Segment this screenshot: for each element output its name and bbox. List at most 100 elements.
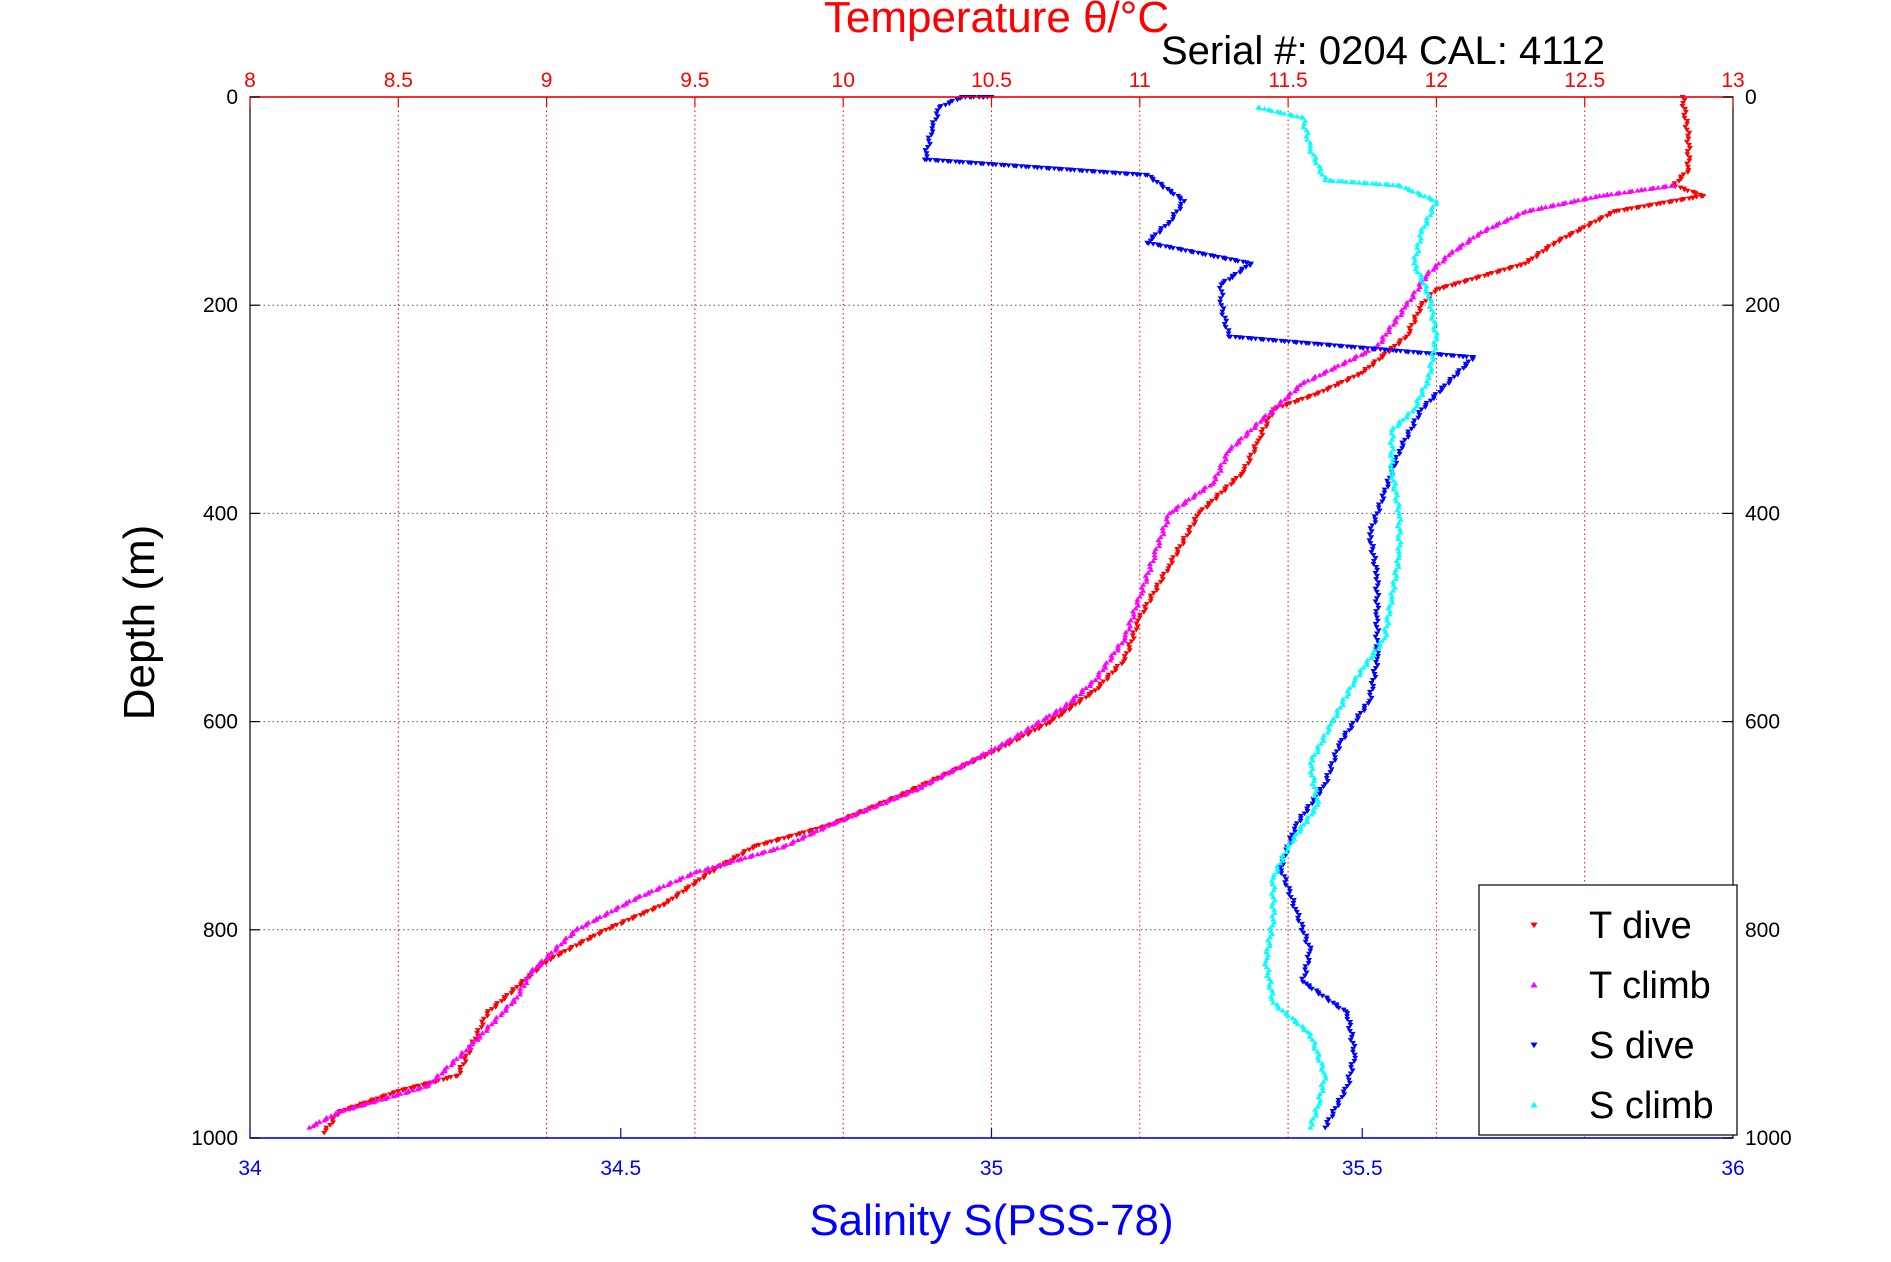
- series-trace-point: [390, 1093, 397, 1099]
- series-trace-point: [498, 999, 505, 1004]
- series-trace-point: [1247, 263, 1254, 269]
- series-trace-point: [1076, 700, 1083, 706]
- data-point: [1611, 209, 1618, 215]
- series-trace-point: [933, 117, 939, 123]
- series-trace-point: [1388, 474, 1395, 480]
- series-trace-point: [483, 1028, 490, 1033]
- legend: T dive T climb S dive S climb: [1478, 884, 1738, 1136]
- series-trace-point: [1686, 142, 1693, 148]
- series-trace-point: [1395, 555, 1402, 560]
- series-trace-point: [440, 1077, 447, 1083]
- series-trace-point: [1256, 105, 1263, 111]
- series-trace-point: [901, 792, 908, 797]
- series-trace-point: [1387, 440, 1394, 445]
- series-trace-point: [1138, 590, 1145, 596]
- series-trace-point: [1414, 269, 1421, 275]
- series-trace-point: [859, 809, 866, 815]
- series-trace-point: [1437, 389, 1443, 395]
- series-trace-point: [1420, 280, 1427, 286]
- series-trace-point: [1178, 247, 1185, 253]
- data-point: [336, 1109, 342, 1114]
- series-trace-point: [1294, 1021, 1301, 1027]
- series-trace-point: [631, 897, 638, 902]
- series-trace-point: [1482, 228, 1489, 234]
- series-trace-point: [1356, 179, 1363, 185]
- series-trace-point: [1335, 1100, 1342, 1106]
- series-trace-point: [1234, 259, 1241, 264]
- series-trace-point: [1309, 781, 1316, 787]
- series-trace-point: [1390, 182, 1396, 188]
- series-trace-point: [1058, 167, 1065, 172]
- series-trace-point: [1154, 588, 1160, 593]
- series-trace-point: [1251, 447, 1258, 452]
- series-trace-point: [1668, 183, 1675, 188]
- series-trace-point: [1446, 381, 1453, 387]
- series-trace-point: [1154, 180, 1160, 185]
- series-trace-point: [1304, 819, 1311, 825]
- series-trace-point: [1678, 176, 1685, 182]
- series-trace-point: [1257, 419, 1264, 424]
- data-point: [1196, 511, 1203, 517]
- series-trace-point: [1368, 680, 1375, 686]
- series-trace-point: [1338, 737, 1345, 743]
- series-trace-point: [1390, 322, 1397, 327]
- series-trace-point: [1023, 728, 1029, 734]
- series-trace-point: [1349, 1068, 1356, 1074]
- series-trace-point: [1118, 661, 1125, 667]
- series-trace-point: [1372, 621, 1379, 627]
- temperature-tick-label: 10: [832, 69, 855, 92]
- series-trace-point: [722, 861, 729, 866]
- series-trace-point: [944, 770, 951, 776]
- series-trace-point: [1409, 408, 1416, 414]
- series-trace-point: [1319, 171, 1325, 177]
- series-trace-point: [1402, 336, 1408, 342]
- series-trace-point: [1286, 835, 1293, 841]
- series-trace-point: [1426, 363, 1433, 369]
- series-trace-point: [608, 908, 615, 914]
- series-trace-point: [980, 161, 987, 167]
- data-point: [1366, 532, 1373, 537]
- series-trace-point: [1135, 618, 1141, 624]
- series-trace-point: [1347, 1071, 1354, 1077]
- series-trace-point: [474, 1028, 481, 1033]
- series-trace-point: [1114, 663, 1121, 669]
- series-trace-point: [960, 160, 966, 165]
- series-trace-point: [1318, 1066, 1325, 1072]
- series-trace-point: [1251, 425, 1258, 431]
- series-trace-point: [1416, 306, 1423, 311]
- series-trace-point: [1254, 441, 1260, 447]
- series-trace-point: [1343, 693, 1350, 699]
- depth-tick-label: 600: [203, 711, 238, 734]
- series-trace-point: [1369, 547, 1376, 552]
- series-trace-point: [935, 158, 942, 164]
- series-trace-point: [923, 157, 930, 163]
- series-trace-point: [913, 787, 920, 793]
- series-trace-point: [1684, 161, 1690, 167]
- series-trace-point: [1311, 793, 1318, 798]
- series-trace-point: [1417, 277, 1424, 283]
- data-point: [1299, 115, 1306, 120]
- series-trace-point: [1464, 240, 1471, 245]
- series-trace-point: [1390, 446, 1397, 452]
- series-trace-point: [1373, 181, 1380, 186]
- series-trace-point: [573, 943, 580, 949]
- series-trace-point: [523, 980, 530, 985]
- series-trace-point: [1344, 1017, 1351, 1022]
- series-trace-point: [1422, 298, 1429, 304]
- series-trace-point: [429, 1079, 436, 1084]
- series-trace-point: [1432, 321, 1439, 327]
- series-trace-point: [441, 1068, 448, 1074]
- series-trace-point: [1345, 1077, 1352, 1083]
- series-trace-point: [1680, 100, 1686, 106]
- series-trace-point: [1145, 241, 1152, 247]
- series-trace-point: [1373, 644, 1380, 650]
- series-trace-point: [893, 795, 900, 801]
- series-trace-point: [1373, 596, 1380, 602]
- series-trace-point: [1316, 169, 1323, 174]
- series-trace-point: [1265, 337, 1272, 343]
- series-trace-point: [1294, 386, 1301, 392]
- series-trace-point: [1111, 650, 1118, 655]
- series-trace-point: [1061, 704, 1068, 710]
- series-trace-point: [1147, 567, 1154, 572]
- series-trace-point: [1083, 685, 1089, 690]
